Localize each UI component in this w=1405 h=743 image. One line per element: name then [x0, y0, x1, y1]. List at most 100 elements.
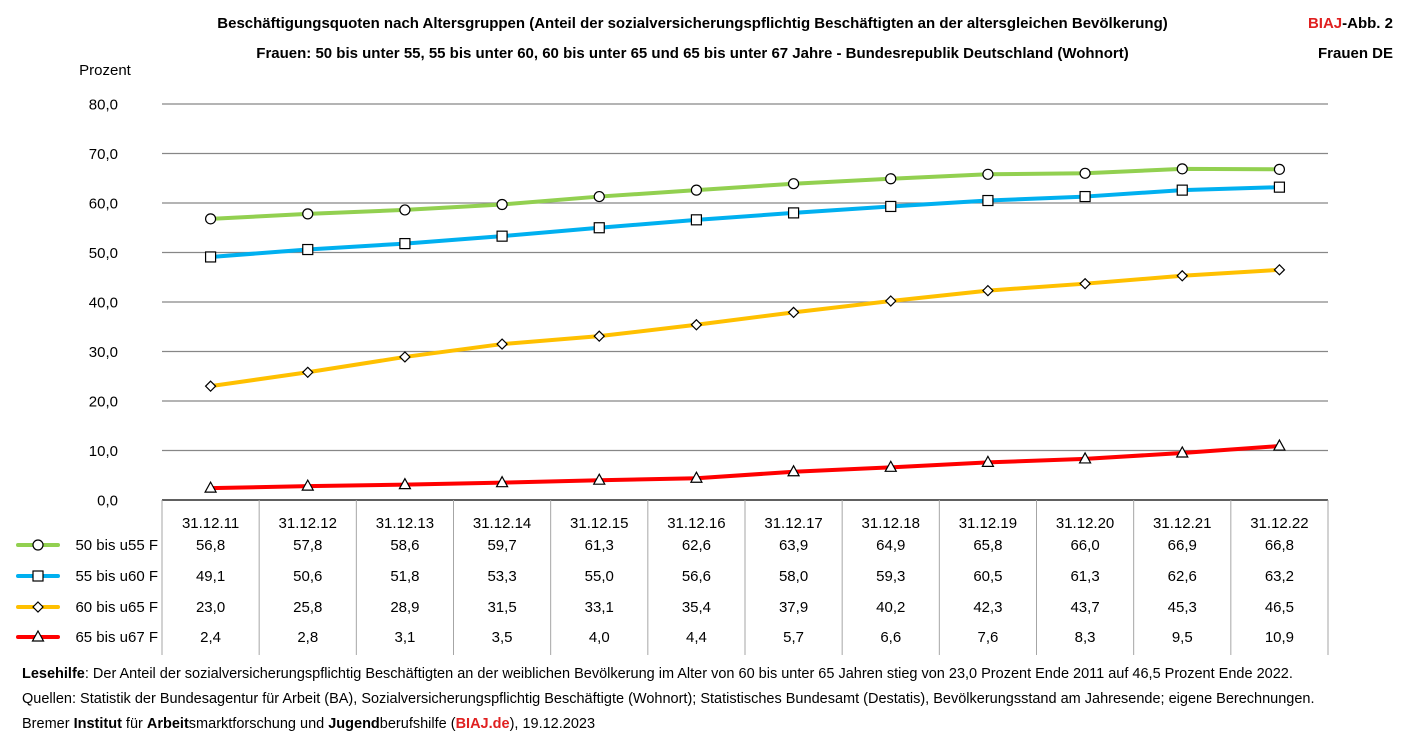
x-tick-label: 31.12.11 [182, 515, 239, 532]
table-value: 58,6 [390, 537, 419, 554]
data-point-marker [1273, 163, 1286, 175]
series-line-1 [208, 166, 1282, 221]
table-value: 59,7 [487, 537, 516, 554]
series-line-4 [208, 444, 1282, 491]
legend-key-marker [32, 539, 44, 551]
table-value: 45,3 [1168, 599, 1197, 616]
table-value: 28,9 [390, 599, 419, 616]
table-value: 6,6 [880, 629, 901, 646]
y-tick-label: 30,0 [89, 344, 118, 361]
x-tick-label: 31.12.19 [959, 515, 1017, 532]
footer-website-link[interactable]: BIAJ.de [455, 716, 510, 732]
data-point-marker [787, 207, 800, 219]
data-point-marker [787, 464, 801, 477]
x-tick-label: 31.12.13 [376, 515, 434, 532]
brand-biaj: BIAJ [1307, 15, 1343, 32]
table-value: 55,0 [585, 568, 614, 585]
x-tick-label: 31.12.22 [1250, 515, 1308, 532]
data-point-marker [787, 306, 800, 319]
table-value: 7,6 [977, 629, 998, 646]
brand-label: BIAJ-Abb. 2 [1308, 15, 1393, 32]
data-point-marker [981, 455, 995, 467]
data-point-marker [1176, 269, 1189, 282]
table-value: 50,6 [293, 568, 322, 585]
table-value: 23,0 [196, 599, 225, 616]
legend-key-marker [32, 601, 44, 613]
data-point-marker [1079, 190, 1091, 203]
footer-publisher-bold: Arbeit [146, 716, 189, 732]
series-line-3 [208, 267, 1282, 389]
table-value: 57,8 [293, 537, 322, 554]
x-tick-label: 31.12.21 [1153, 515, 1211, 532]
data-point-marker [496, 230, 508, 242]
table-value: 56,8 [196, 537, 225, 554]
table-value: 66,0 [1070, 537, 1099, 554]
data-point-marker [204, 213, 217, 225]
table-value: 63,9 [779, 537, 808, 554]
data-point-marker [592, 472, 606, 485]
data-point-marker [690, 214, 703, 226]
y-tick-label: 70,0 [89, 146, 118, 163]
data-point-marker [593, 330, 606, 343]
y-tick-label: 10,0 [89, 443, 118, 460]
data-point-marker [301, 478, 315, 491]
table-value: 37,9 [779, 599, 808, 616]
table-value: 66,8 [1265, 537, 1294, 554]
data-point-marker [690, 318, 703, 331]
table-value: 10,9 [1265, 629, 1294, 646]
table-value: 43,7 [1070, 599, 1099, 616]
data-point-marker [982, 284, 994, 297]
data-point-marker [1272, 438, 1286, 451]
data-point-marker [884, 460, 898, 472]
chart-title-line1: Beschäftigungsquoten nach Altersgruppen … [217, 15, 1168, 32]
x-tick-label: 31.12.15 [570, 515, 628, 532]
table-value: 65,8 [973, 537, 1002, 554]
line-chart: Prozent 80,0 70,0 60,0 50,0 40,0 30,0 20,0 10,0 0… [16, 62, 1329, 655]
data-point-marker [496, 338, 508, 350]
series-line-2 [208, 185, 1282, 259]
footer-publisher: Bremer Institut für Arbeitsmarktforschun… [22, 716, 595, 732]
data-point-marker [1079, 277, 1091, 290]
x-tick-label: 31.12.18 [862, 515, 920, 532]
legend-key-marker [32, 570, 44, 582]
data-point-marker [495, 475, 509, 488]
footer-publisher-text: Bremer [22, 716, 74, 732]
y-axis-title: Prozent [79, 62, 132, 79]
data-point-marker [204, 480, 218, 493]
y-tick-label: 60,0 [89, 196, 118, 213]
brand-figure-number: -Abb. 2 [1342, 15, 1393, 32]
data-point-marker [982, 168, 994, 180]
table-value: 61,3 [1070, 568, 1099, 585]
table-value: 64,9 [876, 537, 905, 554]
data-point-marker [884, 295, 897, 307]
chart-title-line2: Frauen: 50 bis unter 55, 55 bis unter 60… [256, 45, 1129, 62]
data-point-marker [301, 366, 314, 379]
legend-label: 55 bis u60 F [75, 568, 158, 585]
data-point-marker [204, 251, 217, 263]
data-point-marker [689, 470, 703, 483]
table-value: 62,6 [1168, 568, 1197, 585]
table-value: 4,0 [589, 629, 610, 646]
data-point-marker [1273, 263, 1286, 276]
table-value: 40,2 [876, 599, 905, 616]
footer-publisher-text: berufshilfe ( [379, 716, 456, 732]
footer-sources: Quellen: Statistik der Bundesagentur für… [22, 691, 1315, 707]
data-point-marker [204, 380, 217, 392]
table-value: 58,0 [779, 568, 808, 585]
x-tick-label: 31.12.16 [667, 515, 725, 532]
table-value: 4,4 [686, 629, 707, 646]
y-tick-label: 0,0 [97, 493, 118, 510]
y-tick-label: 50,0 [89, 245, 118, 262]
y-tick-label: 40,0 [89, 295, 118, 312]
data-point-marker [690, 184, 703, 196]
table-value: 9,5 [1172, 629, 1193, 646]
footer-publisher-bold: Jugend [328, 716, 380, 732]
table-value: 66,9 [1168, 537, 1197, 554]
table-value: 51,8 [390, 568, 419, 585]
data-point-marker [1175, 445, 1189, 458]
table-value: 46,5 [1265, 599, 1294, 616]
legend-key-marker [31, 629, 45, 642]
table-value: 35,4 [682, 599, 711, 616]
table-value: 8,3 [1075, 629, 1096, 646]
data-point-marker [1078, 451, 1092, 464]
